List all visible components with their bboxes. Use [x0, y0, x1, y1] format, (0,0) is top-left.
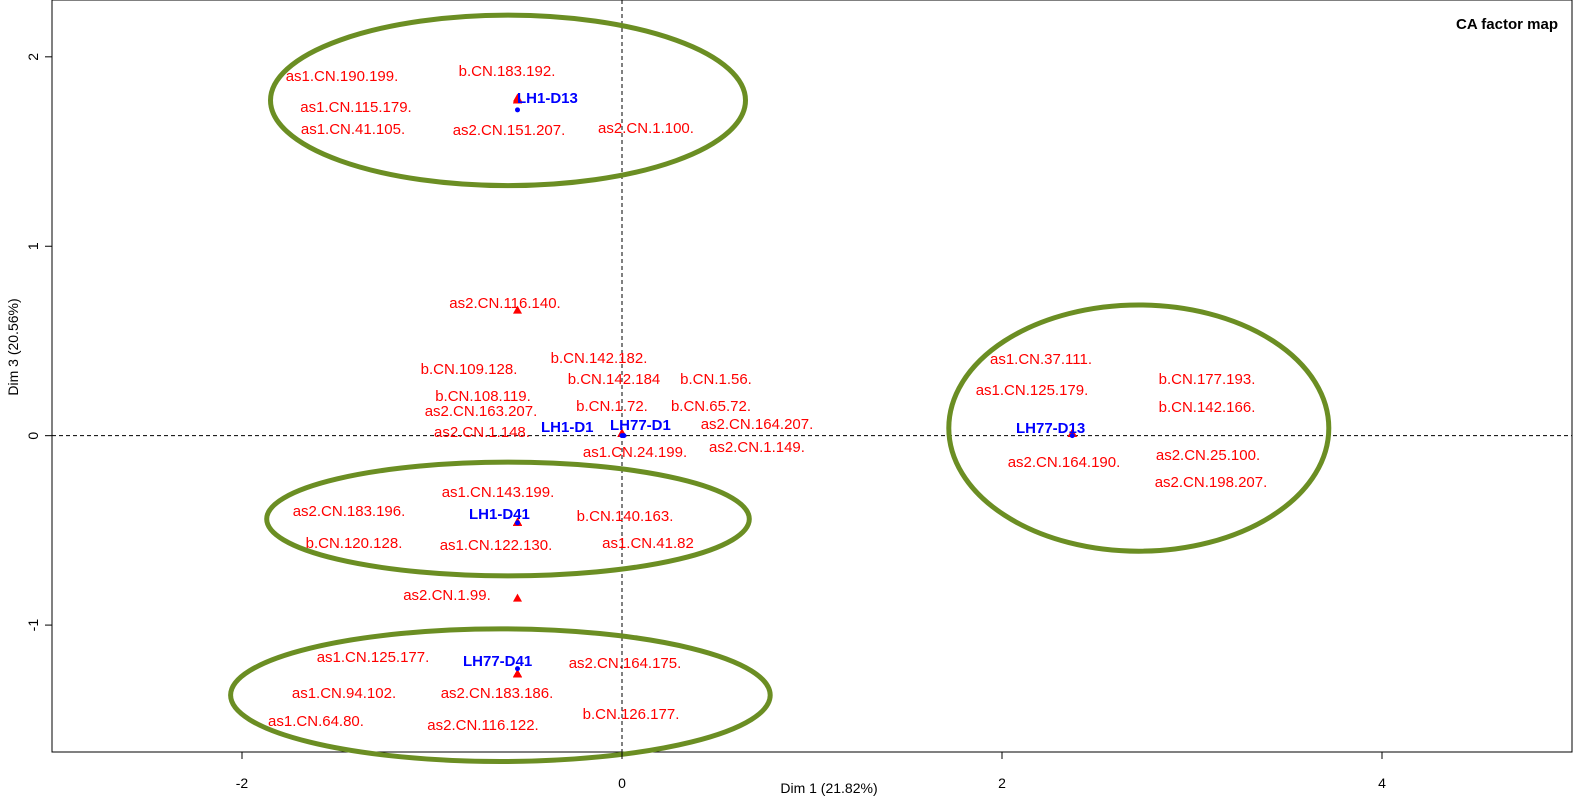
- column-point-label: as2.CN.183.186.: [441, 685, 554, 702]
- column-point-label: as1.CN.94.102.: [292, 685, 396, 702]
- cluster-ellipse: [228, 626, 773, 764]
- row-point-label: LH77-D13: [1016, 420, 1085, 437]
- column-point-label: b.CN.1.72.: [576, 398, 648, 415]
- column-point-label: as1.CN.37.111.: [990, 351, 1092, 368]
- column-point-label: as1.CN.24.199.: [583, 444, 687, 461]
- row-point-marker: [515, 520, 520, 526]
- row-point-marker: [515, 666, 520, 672]
- column-point-label: as1.CN.64.80.: [268, 713, 364, 730]
- column-point-label: b.CN.1.56.: [680, 371, 752, 388]
- column-point-label: as2.CN.1.148.: [434, 424, 530, 441]
- column-point-label: as2.CN.164.207.: [701, 416, 814, 433]
- column-point-label: b.CN.183.192.: [459, 63, 556, 80]
- row-point-marker: [515, 107, 520, 113]
- row-points: LH1-D13 LH1-D1 LH77-D1 LH1-D41 LH77-D13 LH77-…: [463, 90, 1085, 672]
- column-point-label: as2.CN.116.122.: [427, 717, 538, 734]
- column-point-label: as2.CN.1.149.: [709, 439, 805, 456]
- column-point-label: b.CN.140.163.: [577, 508, 674, 525]
- x-axis-title: Dim 1 (21.82%): [780, 780, 877, 796]
- column-point-label: as2.CN.1.100.: [598, 120, 694, 137]
- x-tick-label: 0: [618, 775, 626, 791]
- column-point-label: as1.CN.125.179.: [976, 382, 1089, 399]
- column-point-marker: [513, 669, 522, 678]
- cluster-ellipse: [264, 459, 752, 579]
- row-point-label: LH1-D13: [517, 90, 578, 107]
- row-point-label: LH77-D41: [463, 653, 532, 670]
- column-point-label: b.CN.142.182.: [551, 350, 648, 367]
- cluster-ellipse: [268, 12, 748, 189]
- column-point-marker: [513, 305, 522, 314]
- column-point-label: as2.CN.116.140.: [449, 295, 560, 312]
- y-axis-title: Dim 3 (20.56%): [5, 298, 21, 395]
- column-point-label: as2.CN.25.100.: [1156, 447, 1260, 464]
- column-point-label: b.CN.109.128.: [421, 361, 518, 378]
- column-point-label: b.CN.108.119.: [435, 388, 531, 405]
- x-tick-label: 4: [1378, 775, 1386, 791]
- column-point-label: b.CN.65.72.: [671, 398, 751, 415]
- row-point-label: LH1-D1: [541, 419, 594, 436]
- column-point-marker: [513, 95, 522, 104]
- column-point-label: as2.CN.198.207.: [1155, 474, 1268, 491]
- cluster-ellipses: [228, 12, 1332, 764]
- x-axis-ticks: -2 0 2 4: [236, 752, 1386, 791]
- y-axis-ticks: -1 0 1 2: [25, 53, 52, 632]
- column-point-label: as1.CN.122.130.: [440, 537, 553, 554]
- x-tick-label: 2: [998, 775, 1006, 791]
- x-tick-label: -2: [236, 775, 249, 791]
- column-point-label: as2.CN.164.190.: [1008, 454, 1121, 471]
- column-point-label: as2.CN.163.207.: [425, 403, 538, 420]
- y-tick-label: 1: [25, 242, 41, 250]
- column-point-label: b.CN.126.177.: [583, 706, 680, 723]
- column-point-label: as2.CN.164.175.: [569, 655, 682, 672]
- column-point-label: as1.CN.41.82: [602, 535, 694, 552]
- plot-frame: [51, 0, 1573, 753]
- column-points: as1.CN.190.199. b.CN.183.192. as1.CN.115.1…: [268, 63, 1267, 734]
- y-tick-label: 0: [25, 432, 41, 440]
- column-point-label: as1.CN.125.177.: [317, 649, 430, 666]
- row-point-marker: [621, 433, 627, 439]
- chart-title: CA factor map: [1456, 16, 1558, 33]
- column-point-label: b.CN.177.193.: [1159, 371, 1256, 388]
- y-tick-label: -1: [25, 619, 41, 632]
- column-point-label: as1.CN.115.179.: [300, 99, 411, 116]
- row-point-marker: [1069, 433, 1075, 439]
- column-point-label: as2.CN.151.207.: [453, 122, 566, 139]
- column-point-label: b.CN.142.184: [568, 371, 661, 388]
- column-point-label: as1.CN.41.105.: [301, 121, 405, 138]
- row-point-label: LH1-D41: [469, 506, 530, 523]
- column-point-marker: [513, 593, 522, 602]
- column-point-label: as2.CN.183.196.: [293, 503, 406, 520]
- column-point-label: as2.CN.1.99.: [403, 587, 491, 604]
- column-point-label: b.CN.142.166.: [1159, 399, 1256, 416]
- column-point-label: b.CN.120.128.: [306, 535, 403, 552]
- column-point-label: as1.CN.143.199.: [442, 484, 555, 501]
- column-point-label: as1.CN.190.199.: [286, 68, 399, 85]
- row-point-label: LH77-D1: [610, 417, 671, 434]
- y-tick-label: 2: [25, 53, 41, 61]
- cluster-ellipse: [946, 302, 1332, 554]
